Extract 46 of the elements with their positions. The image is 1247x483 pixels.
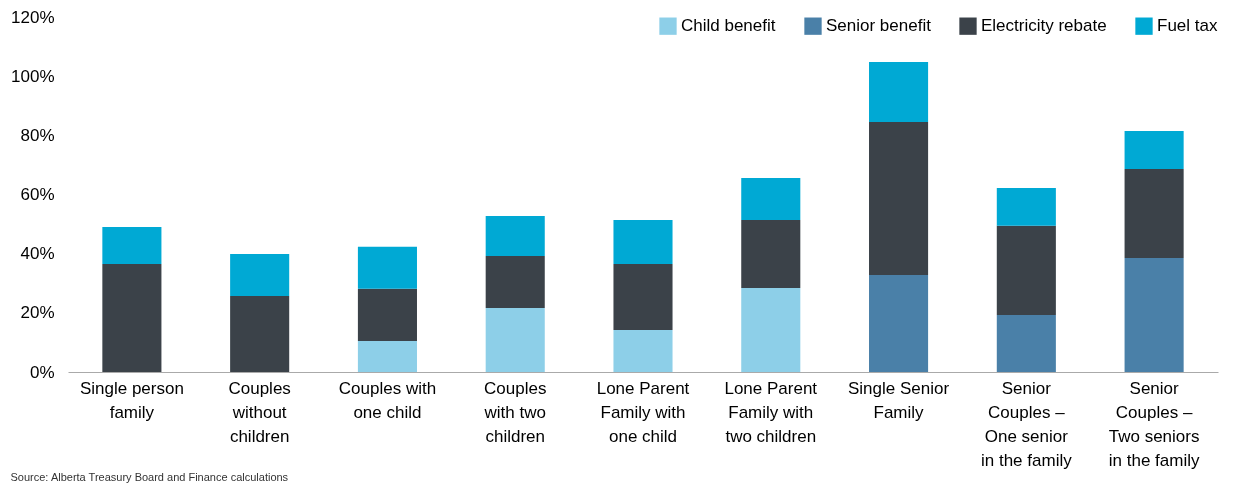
source-note: Source: Alberta Treasury Board and Finance calculations [10,471,289,483]
bar [230,295,290,372]
bar [102,227,162,265]
x-tick-label: Senior Couples – One senior in the family [980,378,1073,470]
bar [613,329,673,372]
y-tick-label: 100% [11,66,55,86]
bar [613,219,673,265]
bar [230,253,290,296]
legend-label: Fuel tax [1157,16,1218,36]
bar [869,274,929,372]
legend-label: Senior benefit [826,16,932,36]
x-tick-label: Lone Parent Family with one child [596,378,690,446]
bar [485,256,545,309]
bar [869,61,929,123]
x-tick-label: Couples without children [228,378,291,446]
y-tick-label: 20% [20,303,55,323]
bar [485,216,545,257]
legend-label: Electricity rebate [981,16,1107,36]
bar [357,340,417,372]
y-tick-label: 0% [29,362,55,382]
bar [357,246,417,289]
bar [357,288,417,341]
y-tick-label: 60% [20,185,55,204]
bar [102,264,162,372]
x-tick-label: Single Senior Family [847,378,950,422]
bar [741,219,801,288]
bar [996,187,1056,226]
bar [869,122,929,275]
x-tick-label: Couples with two children [483,378,547,446]
y-tick-label: 80% [20,125,55,145]
y-tick-label: 40% [20,244,55,264]
bar [613,264,673,330]
bar [1124,130,1184,170]
bar [1124,258,1184,372]
bar [741,287,801,372]
bar [996,225,1056,315]
bar [485,308,545,372]
legend-label: Child benefit [681,16,776,36]
x-tick-label: Couples with one child [338,378,437,422]
x-tick-label: Senior Couples – Two seniors in the family [1108,378,1200,470]
x-tick-label: Lone Parent Family with two children [724,378,818,446]
bar [741,177,801,220]
bar [1124,169,1184,259]
y-tick-label: 120% [11,7,55,27]
x-tick-label: Single person family [79,378,184,422]
bar [996,314,1056,372]
